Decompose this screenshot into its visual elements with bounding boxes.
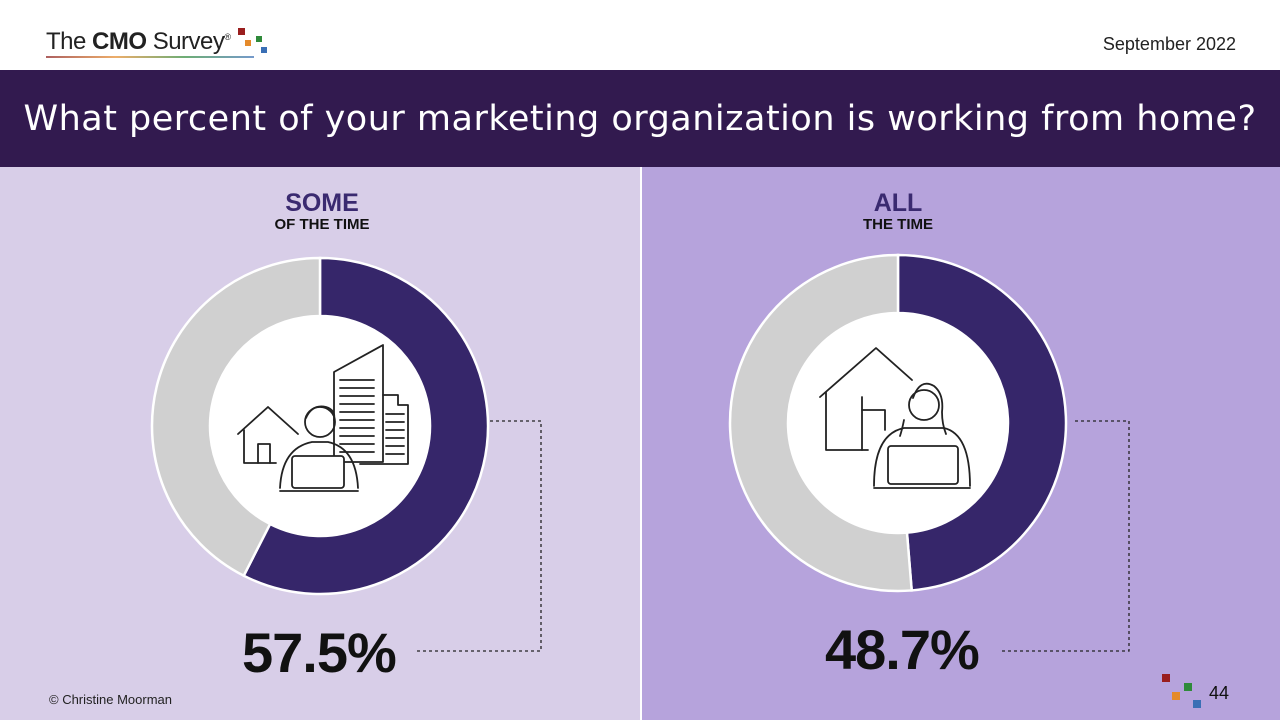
left-heading: SOME OF THE TIME xyxy=(172,190,472,234)
left-heading-sub: OF THE TIME xyxy=(274,216,370,233)
right-value-label: 48.7% xyxy=(825,618,980,681)
logo-underline xyxy=(46,56,254,58)
right-heading: ALL THE TIME xyxy=(748,190,1048,234)
title-banner: What percent of your marketing organizat… xyxy=(0,70,1280,167)
logo-text: The CMO Survey® xyxy=(46,28,231,55)
right-heading-main: ALL xyxy=(873,189,923,217)
left-value-label: 57.5% xyxy=(242,621,397,684)
page-number: 44 xyxy=(1209,683,1230,703)
corner-dots-icon xyxy=(1162,674,1201,708)
header: The CMO Survey® September 2022 xyxy=(0,0,1280,70)
report-date: September 2022 xyxy=(1102,34,1236,54)
page-title: What percent of your marketing organizat… xyxy=(23,98,1257,139)
right-heading-sub: THE TIME xyxy=(863,216,933,233)
left-heading-main: SOME xyxy=(285,189,359,217)
logo-dots-icon xyxy=(238,28,267,53)
panel-divider xyxy=(640,167,642,720)
copyright: © Christine Moorman xyxy=(49,692,173,707)
